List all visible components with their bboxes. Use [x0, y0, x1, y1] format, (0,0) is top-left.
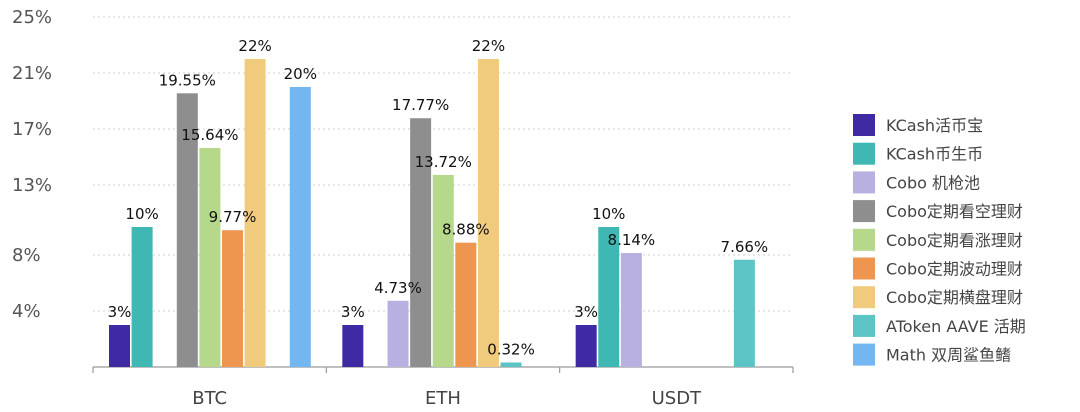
- legend-swatch: [853, 257, 875, 280]
- bar: [387, 300, 409, 367]
- data-label: 3%: [341, 303, 365, 321]
- legend-label: Cobo定期看涨理财: [886, 231, 1023, 250]
- data-label: 3%: [574, 303, 598, 321]
- x-category-label: BTC: [192, 388, 227, 409]
- bar: [222, 230, 243, 367]
- bar: [199, 148, 221, 367]
- bar: [109, 325, 130, 367]
- data-label: 22%: [472, 37, 505, 55]
- legend-label: Cobo定期波动理财: [886, 260, 1023, 279]
- data-label: 19.55%: [159, 71, 216, 89]
- legend-swatch: [853, 142, 875, 165]
- y-tick-label: 17%: [12, 119, 52, 140]
- y-tick-label: 13%: [12, 175, 52, 196]
- legend-swatch: [853, 286, 875, 309]
- bar: [477, 59, 499, 367]
- bar: [575, 325, 597, 367]
- legend: KCash活币宝 KCash币生币 Cobo 机枪池 Cobo定期看空理财 Cobo定期…: [853, 114, 1026, 366]
- bar: [131, 227, 153, 367]
- data-label: 13.72%: [415, 153, 472, 171]
- data-label: 17.77%: [392, 96, 449, 114]
- data-label: 10%: [125, 205, 158, 223]
- bar: [244, 59, 266, 367]
- data-label: 4.73%: [374, 279, 422, 297]
- legend-label: Cobo 机枪池: [886, 173, 980, 192]
- data-label: 20%: [284, 65, 317, 83]
- bar: [598, 227, 620, 367]
- bar: [620, 253, 642, 367]
- data-label: 3%: [108, 303, 132, 321]
- labels-layer: 3% 3% 3% 10% 10% 4.73% 8.14% 19.55% 17.77% 15.64%…: [108, 37, 769, 359]
- bar: [455, 242, 477, 367]
- data-label: 10%: [592, 205, 625, 223]
- x-category-label: ETH: [425, 388, 461, 409]
- legend-label: Cobo定期横盘理财: [886, 288, 1023, 307]
- bar: [342, 325, 364, 367]
- legend-swatch: [853, 314, 875, 337]
- y-tick-label: 8%: [12, 245, 41, 266]
- legend-swatch: [853, 228, 875, 251]
- data-label: 8.88%: [442, 221, 490, 239]
- legend-swatch: [853, 171, 875, 194]
- legend-swatch: [853, 343, 875, 366]
- data-label: 8.14%: [608, 231, 656, 249]
- bar: [176, 93, 198, 368]
- data-label: 9.77%: [209, 208, 257, 226]
- bar: [289, 87, 311, 367]
- bar: [432, 174, 454, 367]
- legend-label: KCash币生币: [886, 145, 983, 164]
- legend-swatch: [853, 200, 875, 223]
- data-label: 0.32%: [487, 341, 535, 359]
- x-category-label: USDT: [652, 388, 702, 409]
- legend-label: Cobo定期看空理财: [886, 202, 1023, 221]
- data-label: 22%: [238, 37, 271, 55]
- data-label: 7.66%: [721, 238, 769, 256]
- axis-layer: 25% 21% 17% 13% 8% 4% BTC ETH USDT: [12, 7, 794, 409]
- y-tick-label: 21%: [12, 63, 52, 84]
- legend-label: KCash活币宝: [886, 116, 983, 135]
- legend-swatch: [853, 114, 875, 136]
- bar: [500, 362, 522, 367]
- bars-layer: [109, 59, 755, 368]
- legend-label: Math 双周鲨鱼鳍: [886, 346, 1011, 365]
- data-label: 15.64%: [181, 126, 238, 144]
- y-tick-label: 25%: [12, 7, 52, 28]
- y-tick-label: 4%: [12, 301, 41, 322]
- legend-label: AToken AAVE 活期: [886, 317, 1026, 336]
- bar: [733, 259, 755, 367]
- bar: [410, 118, 432, 367]
